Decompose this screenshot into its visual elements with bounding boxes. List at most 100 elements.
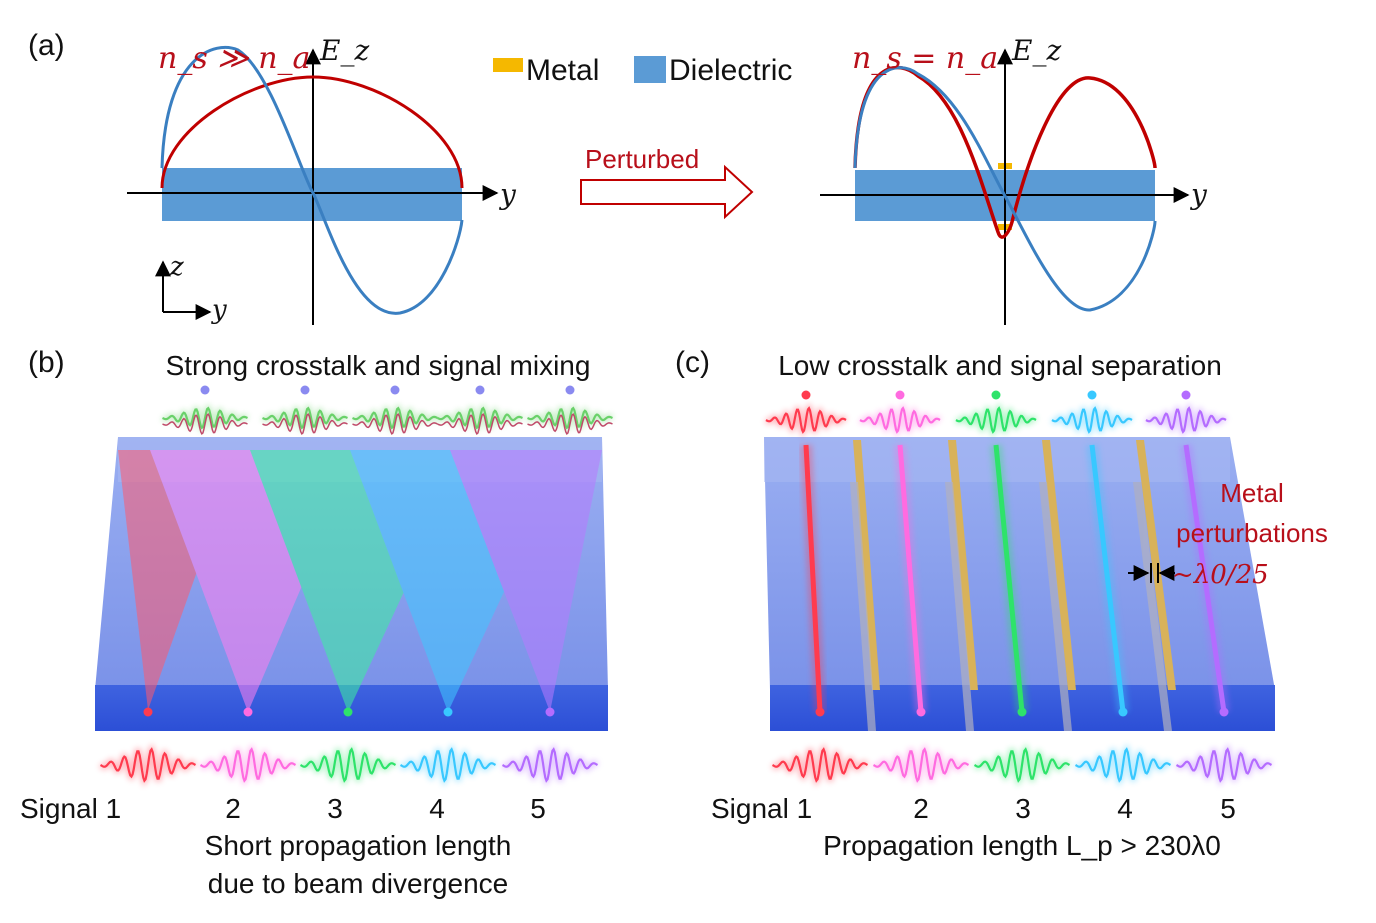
coordinate-triad: z y	[155, 252, 227, 325]
output-dot-c-4	[1087, 390, 1097, 400]
source-dot-c-1	[815, 707, 825, 717]
input-packet-b-3	[298, 743, 398, 787]
metal-strip-1	[853, 440, 880, 690]
output-dot-b-4	[475, 385, 485, 395]
output-packet-c-5	[1144, 402, 1228, 438]
signal-5-label-c: 5	[1220, 793, 1236, 824]
panel-a: (a) n_s ≫ n_a E_z y z y Metal Dielectric	[28, 29, 1208, 325]
legend-metal-label: Metal	[526, 54, 599, 87]
input-packet-c-4	[1073, 743, 1173, 787]
input-packet-c-1	[770, 743, 870, 787]
output-dot-b-5	[565, 385, 575, 395]
panel-b-title: Strong crosstalk and signal mixing	[166, 350, 591, 381]
output-packets-b	[161, 385, 614, 435]
signal-2-label-b: 2	[225, 793, 241, 824]
signal-3-label-b: 3	[327, 793, 343, 824]
y-label-left: y	[498, 178, 517, 211]
input-packet-b-4	[398, 743, 498, 787]
output-packet-c-3	[954, 402, 1038, 438]
panel-a-label: (a)	[28, 29, 65, 62]
metal-strip-3	[1042, 440, 1076, 690]
panel-b-label: (b)	[28, 346, 65, 379]
guided-beam-5	[1183, 444, 1227, 713]
annotation-metal: Metal	[1220, 478, 1284, 508]
hollow-arrow-shape	[580, 164, 754, 220]
metal-strip-2	[948, 440, 978, 690]
ez-label-left: E_z	[319, 34, 369, 67]
signal-4-label-b: 4	[429, 793, 445, 824]
output-packets-c	[764, 390, 1228, 438]
sources-b	[98, 707, 600, 787]
width-marker	[1128, 563, 1175, 583]
source-dot-b-2	[243, 707, 253, 717]
legend-metal-swatch	[493, 58, 523, 72]
panel-c-title: Low crosstalk and signal separation	[778, 350, 1222, 381]
signal-1-label-c: Signal 1	[711, 793, 812, 824]
output-packet-c-1	[764, 402, 848, 438]
input-packet-b-2	[198, 743, 298, 787]
output-dot-b-2	[300, 385, 310, 395]
legend-dielectric-swatch	[634, 56, 666, 83]
output-dot-c-2	[895, 390, 905, 400]
guided-beam-2	[897, 444, 924, 713]
panel-c-label: (c)	[675, 346, 710, 379]
field-curve-even	[160, 75, 464, 189]
annotation-perturbations: perturbations	[1176, 518, 1328, 548]
z-label: z	[169, 252, 184, 282]
source-dot-b-1	[143, 707, 153, 717]
ez-label-right: E_z	[1011, 34, 1061, 67]
unperturbed-field-curve	[853, 66, 1157, 312]
signal-5-label-b: 5	[530, 793, 546, 824]
beam-5	[450, 450, 602, 712]
output-packet-b-1	[161, 403, 249, 435]
y-label-triad: y	[211, 295, 227, 325]
output-dot-b-1	[200, 385, 210, 395]
output-packet-b-5	[526, 403, 614, 435]
perturbed-label: Perturbed	[585, 144, 699, 174]
signal-2-label-c: 2	[913, 793, 929, 824]
metal-strip-bottom-4	[1133, 482, 1172, 731]
panel-c-caption: Propagation length L_p > 230λ0	[823, 830, 1221, 861]
metal-strips-bottom	[850, 482, 1172, 731]
signal-3-label-c: 3	[1015, 793, 1031, 824]
input-packet-c-3	[972, 743, 1072, 787]
metal-strips-top	[853, 440, 1176, 690]
panel-c: (c) Low crosstalk and signal separation …	[675, 346, 1328, 861]
source-dot-c-3	[1017, 707, 1027, 717]
output-packet-c-4	[1050, 402, 1134, 438]
source-dot-c-5	[1219, 707, 1229, 717]
metal-strip-bottom-1	[850, 482, 876, 731]
guided-beam-1	[803, 444, 823, 713]
legend-dielectric-label: Dielectric	[669, 54, 792, 87]
sources-c	[770, 707, 1274, 787]
input-packet-b-1	[98, 743, 198, 787]
output-dot-c-1	[801, 390, 811, 400]
output-packet-b-4	[436, 403, 524, 435]
signal-1-label-b: Signal 1	[20, 793, 121, 824]
right-field-plot: n_s = n_a E_z y	[820, 34, 1208, 325]
y-label-right: y	[1189, 178, 1208, 211]
signal-4-label-c: 4	[1117, 793, 1133, 824]
left-field-plot: n_s ≫ n_a E_z y	[127, 34, 517, 325]
perturbed-arrow: Perturbed	[580, 144, 754, 220]
output-packet-c-2	[858, 402, 942, 438]
diverging-beams	[118, 450, 602, 712]
guided-beam-3	[993, 444, 1025, 713]
output-packet-b-3	[351, 403, 439, 435]
panel-b-caption-line2: due to beam divergence	[208, 868, 508, 899]
input-packet-c-2	[871, 743, 971, 787]
panel-b: (b) Strong crosstalk and signal mixing S…	[20, 346, 614, 899]
source-dot-b-4	[443, 707, 453, 717]
output-dot-c-3	[991, 390, 1001, 400]
metal-strip-4	[1136, 440, 1176, 690]
panel-b-caption-line1: Short propagation length	[205, 830, 512, 861]
output-dot-c-5	[1181, 390, 1191, 400]
input-packet-b-5	[500, 743, 600, 787]
condition-right: n_s = n_a	[852, 41, 998, 76]
source-dot-b-3	[343, 707, 353, 717]
metal-strip-bottom-3	[1039, 482, 1072, 731]
legend: Metal Dielectric	[493, 54, 792, 87]
guided-beam-4	[1089, 444, 1126, 713]
field-curve-odd	[160, 45, 464, 315]
source-dot-b-5	[545, 707, 555, 717]
